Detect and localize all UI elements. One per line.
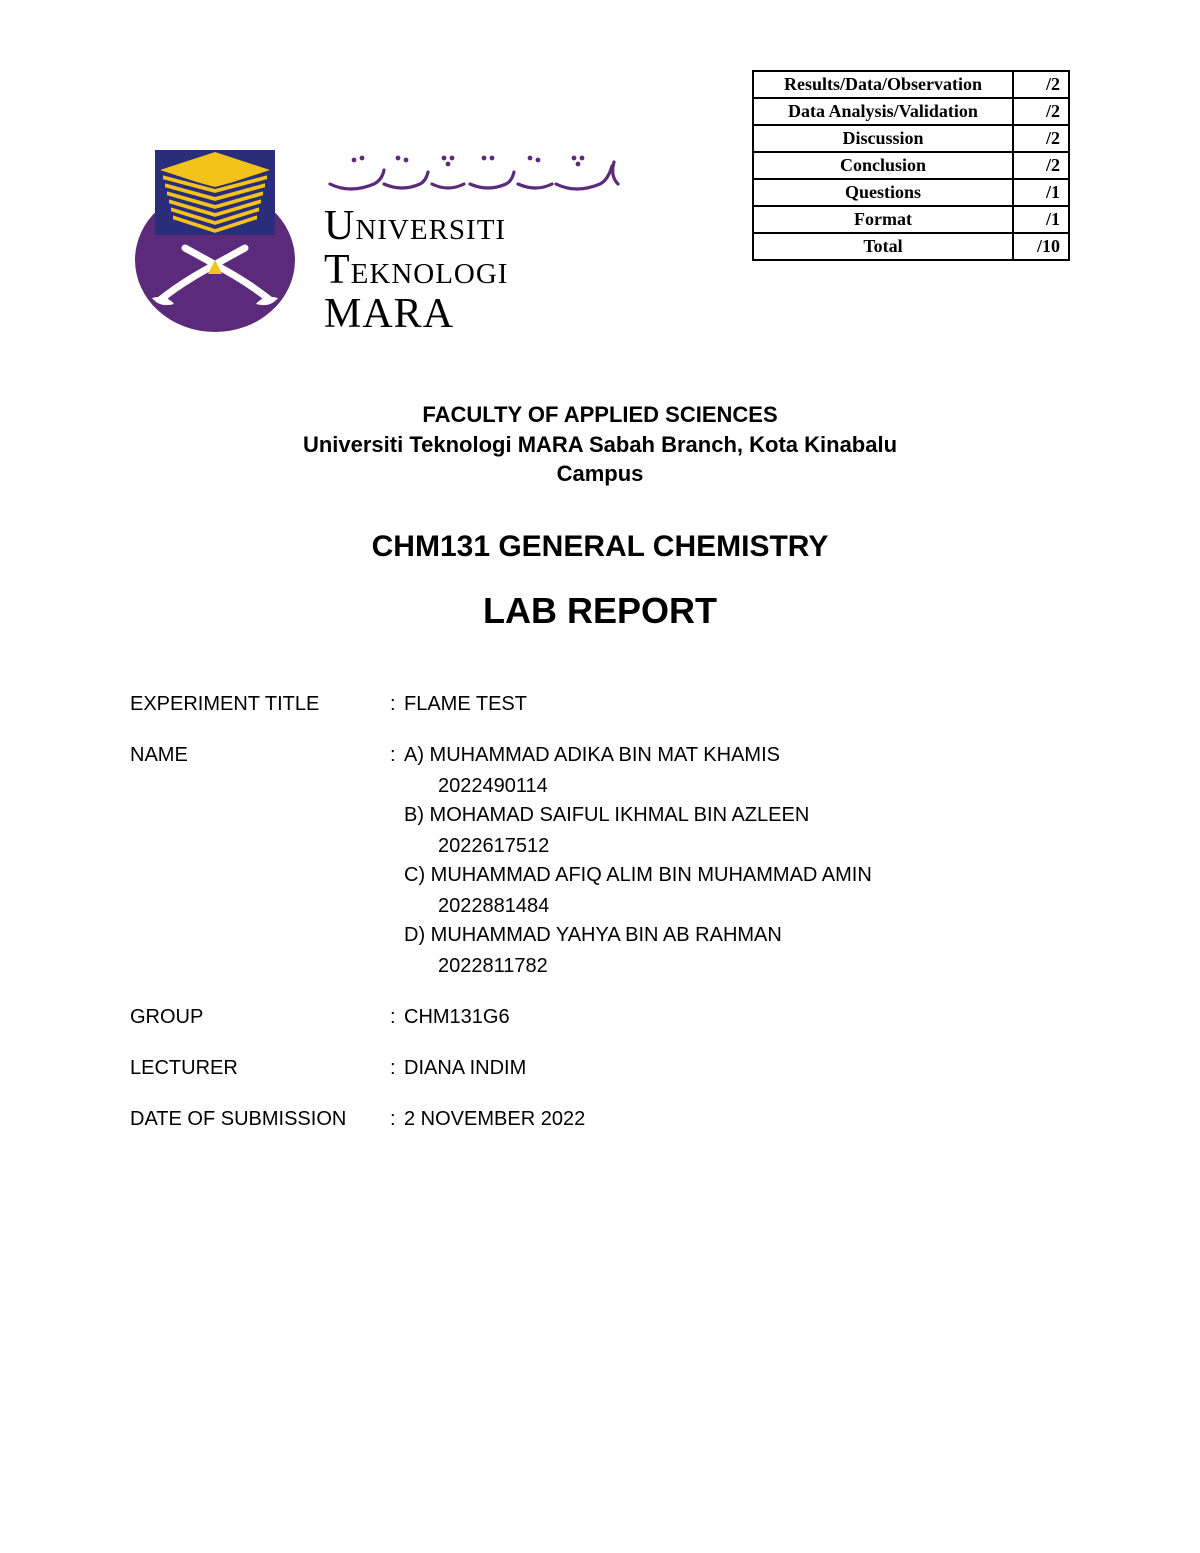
rubric-label: Discussion (753, 125, 1013, 152)
row-group: GROUP : CHM131G6 (130, 1003, 1070, 1032)
rubric-label: Format (753, 206, 1013, 233)
uni-line3: MARA (324, 292, 624, 336)
value-date: 2 NOVEMBER 2022 (404, 1105, 1070, 1134)
colon: : (390, 1054, 404, 1083)
rubric-score: /10 (1013, 233, 1069, 260)
faculty-heading: FACULTY OF APPLIED SCIENCES Universiti T… (130, 400, 1070, 489)
rubric-label: Total (753, 233, 1013, 260)
lab-report-title: LAB REPORT (130, 590, 1070, 632)
student-name: B) MOHAMAD SAIFUL IKHMAL BIN AZLEEN (404, 801, 1070, 830)
jawi-script-icon (324, 144, 624, 200)
rubric-score: /2 (1013, 71, 1069, 98)
rubric-row: Data Analysis/Validation/2 (753, 98, 1069, 125)
student-id: 2022881484 (404, 892, 1070, 921)
details-block: EXPERIMENT TITLE : FLAME TEST NAME : A) … (130, 690, 1070, 1156)
uitm-logo-icon (130, 140, 300, 340)
rubric-label: Results/Data/Observation (753, 71, 1013, 98)
colon: : (390, 1105, 404, 1134)
student-name: C) MUHAMMAD AFIQ ALIM BIN MUHAMMAD AMIN (404, 861, 1070, 890)
label-group: GROUP (130, 1003, 390, 1032)
rubric-score: /1 (1013, 179, 1069, 206)
uni-name: Universiti Teknologi MARA (324, 204, 624, 336)
rubric-row: Format/1 (753, 206, 1069, 233)
label-date: DATE OF SUBMISSION (130, 1105, 390, 1134)
uitm-wordmark: Universiti Teknologi MARA (324, 144, 624, 336)
rubric-row: Questions/1 (753, 179, 1069, 206)
rubric-score: /2 (1013, 152, 1069, 179)
colon: : (390, 741, 404, 770)
rubric-label: Conclusion (753, 152, 1013, 179)
uni-line1: Universiti (324, 204, 624, 248)
value-lecturer: DIANA INDIM (404, 1054, 1070, 1083)
row-date: DATE OF SUBMISSION : 2 NOVEMBER 2022 (130, 1105, 1070, 1134)
label-name: NAME (130, 741, 390, 770)
student-id: 2022811782 (404, 952, 1070, 981)
student-name: A) MUHAMMAD ADIKA BIN MAT KHAMIS (404, 741, 1070, 770)
label-experiment: EXPERIMENT TITLE (130, 690, 390, 719)
rubric-score: /2 (1013, 125, 1069, 152)
rubric-row: Discussion/2 (753, 125, 1069, 152)
student-id: 2022490114 (404, 772, 1070, 801)
rubric-label: Data Analysis/Validation (753, 98, 1013, 125)
label-lecturer: LECTURER (130, 1054, 390, 1083)
faculty-line2: Universiti Teknologi MARA Sabah Branch, … (130, 430, 1070, 460)
row-lecturer: LECTURER : DIANA INDIM (130, 1054, 1070, 1083)
student-name: D) MUHAMMAD YAHYA BIN AB RAHMAN (404, 921, 1070, 950)
rubric-score: /1 (1013, 206, 1069, 233)
rubric-row: Results/Data/Observation/2 (753, 71, 1069, 98)
row-experiment: EXPERIMENT TITLE : FLAME TEST (130, 690, 1070, 719)
rubric-row: Total/10 (753, 233, 1069, 260)
rubric-label: Questions (753, 179, 1013, 206)
brand-row: Universiti Teknologi MARA (130, 140, 624, 340)
colon: : (390, 690, 404, 719)
course-title: CHM131 GENERAL CHEMISTRY (130, 530, 1070, 564)
rubric-row: Conclusion/2 (753, 152, 1069, 179)
rubric-body: Results/Data/Observation/2Data Analysis/… (753, 71, 1069, 260)
colon: : (390, 1003, 404, 1032)
value-names: A) MUHAMMAD ADIKA BIN MAT KHAMIS20224901… (404, 741, 1070, 981)
rubric-table: Results/Data/Observation/2Data Analysis/… (752, 70, 1070, 261)
faculty-line3: Campus (130, 459, 1070, 489)
uni-line2: Teknologi (324, 248, 624, 292)
value-experiment: FLAME TEST (404, 690, 1070, 719)
faculty-line1: FACULTY OF APPLIED SCIENCES (130, 400, 1070, 430)
student-id: 2022617512 (404, 832, 1070, 861)
value-group: CHM131G6 (404, 1003, 1070, 1032)
row-name: NAME : A) MUHAMMAD ADIKA BIN MAT KHAMIS2… (130, 741, 1070, 981)
rubric-score: /2 (1013, 98, 1069, 125)
